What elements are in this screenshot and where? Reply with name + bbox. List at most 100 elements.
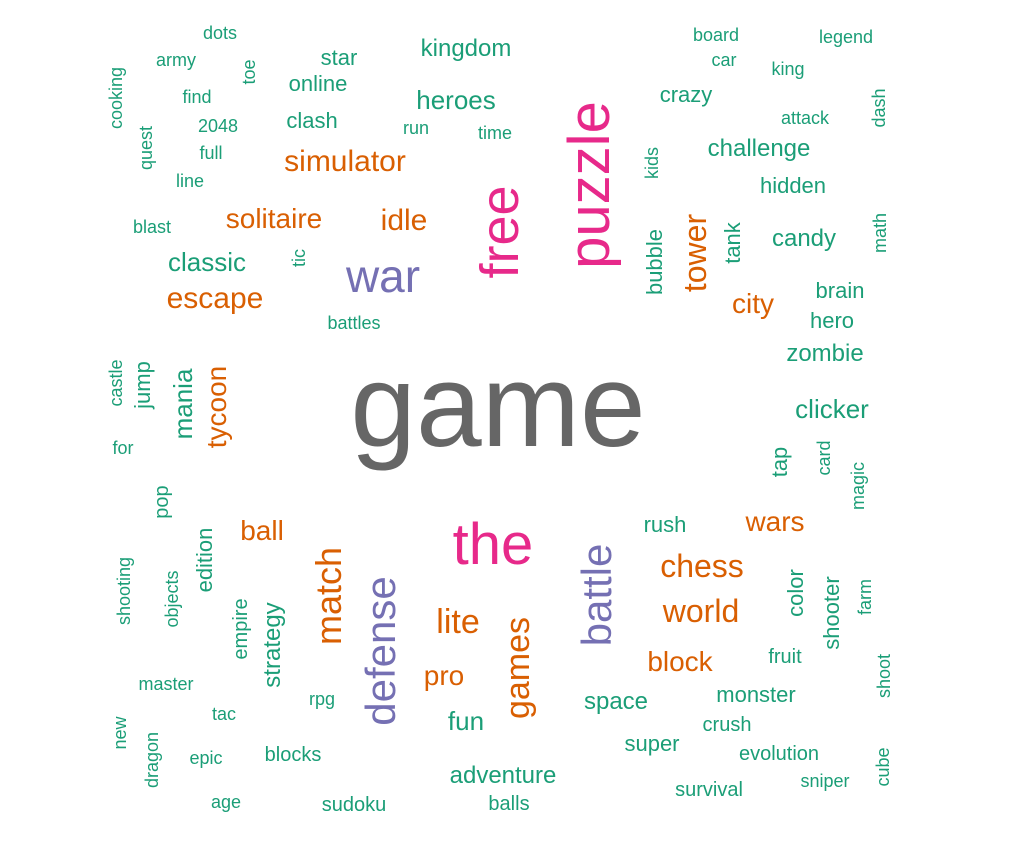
word-challenge: challenge <box>707 135 811 162</box>
word-dash: dash <box>869 88 889 128</box>
word-kingdom: kingdom <box>420 35 512 62</box>
word-new: new <box>110 716 130 750</box>
word-the: the <box>452 512 534 577</box>
word-empire: empire <box>230 598 252 660</box>
word-heroes: heroes <box>416 85 496 115</box>
word-super: super <box>624 731 680 756</box>
word-master: master <box>138 674 194 694</box>
word-car: car <box>711 50 737 70</box>
word-battle: battle <box>573 543 620 647</box>
word-brain: brain <box>815 278 865 303</box>
word-strategy: strategy <box>259 602 286 688</box>
word-legend: legend <box>818 27 874 47</box>
word-puzzle: puzzle <box>557 101 622 269</box>
word-fun: fun <box>447 706 485 736</box>
word-line: line <box>175 171 205 191</box>
word-pro: pro <box>423 660 465 691</box>
word-survival: survival <box>675 779 743 801</box>
word-sniper: sniper <box>800 771 850 791</box>
word-board: board <box>692 25 740 45</box>
word-math: math <box>870 212 890 254</box>
word-color: color <box>783 569 808 617</box>
word-city: city <box>732 288 774 319</box>
word-tac: tac <box>211 704 237 724</box>
word-jump: jump <box>130 361 155 409</box>
word-classic: classic <box>167 247 247 277</box>
word-for: for <box>112 438 134 458</box>
word-solitaire: solitaire <box>225 203 323 234</box>
word-cooking: cooking <box>106 66 126 130</box>
word-fruit: fruit <box>768 646 802 668</box>
word-simulator: simulator <box>284 145 406 178</box>
word-tycoon: tycoon <box>201 365 232 449</box>
word-battles: battles <box>327 313 381 333</box>
word-shoot: shoot <box>874 653 894 699</box>
word-hidden: hidden <box>759 173 827 198</box>
word-time: time <box>477 123 513 143</box>
word-mania: mania <box>168 368 198 440</box>
word-games: games <box>499 616 537 720</box>
word-kids: kids <box>642 146 662 180</box>
word-dots: dots <box>202 23 238 43</box>
word-online: online <box>288 71 348 96</box>
word-attack: attack <box>780 108 830 128</box>
word-epic: epic <box>189 748 223 768</box>
word-game: game <box>350 340 646 472</box>
word-blast: blast <box>132 217 172 237</box>
word-ball: ball <box>240 515 284 546</box>
word-shooting: shooting <box>114 556 134 626</box>
word-card: card <box>814 440 834 476</box>
word-candy: candy <box>771 225 837 252</box>
word-crazy: crazy <box>659 82 713 107</box>
word-cube: cube <box>873 747 893 787</box>
word-pop: pop <box>151 485 173 519</box>
word-lite: lite <box>436 603 480 641</box>
word-zombie: zombie <box>786 340 864 367</box>
word-shooter: shooter <box>819 576 844 650</box>
word-escape: escape <box>166 282 264 315</box>
word-rush: rush <box>643 512 687 537</box>
word-tower: tower <box>677 213 713 293</box>
word-farm: farm <box>855 579 875 615</box>
word-block: block <box>647 646 713 677</box>
word-space: space <box>583 688 649 715</box>
word-evolution: evolution <box>738 743 820 765</box>
word-full: full <box>199 143 223 163</box>
word-star: star <box>320 45 358 70</box>
word-run: run <box>402 118 430 138</box>
word-bubble: bubble <box>642 228 667 296</box>
word-toe: toe <box>239 59 259 85</box>
word-tic: tic <box>289 249 309 267</box>
word-edition: edition <box>192 527 217 593</box>
word-clicker: clicker <box>795 394 869 424</box>
word-find: find <box>182 87 212 107</box>
word-army: army <box>156 50 196 70</box>
word-hero: hero <box>809 308 855 333</box>
word-tap: tap <box>767 446 792 478</box>
word-wars: wars <box>745 506 805 537</box>
word-objects: objects <box>162 570 182 628</box>
word-castle: castle <box>106 359 126 407</box>
word-quest: quest <box>136 125 156 171</box>
word-dragon: dragon <box>142 731 162 789</box>
word-rpg: rpg <box>308 689 336 709</box>
word-war: war <box>345 250 421 302</box>
word-adventure: adventure <box>449 762 557 789</box>
word-match: match <box>308 546 349 646</box>
word-crush: crush <box>702 714 752 736</box>
word-blocks: blocks <box>264 744 322 766</box>
word-idle: idle <box>380 204 428 237</box>
word-2048: 2048 <box>197 116 239 136</box>
word-clash: clash <box>286 108 338 133</box>
word-age: age <box>210 792 242 812</box>
word-world: world <box>662 593 740 629</box>
word-sudoku: sudoku <box>321 794 387 816</box>
word-balls: balls <box>488 793 530 815</box>
word-magic: magic <box>848 461 868 511</box>
word-tank: tank <box>720 222 745 264</box>
word-king: king <box>771 59 805 79</box>
word-free: free <box>470 185 530 279</box>
word-defense: defense <box>357 576 404 726</box>
